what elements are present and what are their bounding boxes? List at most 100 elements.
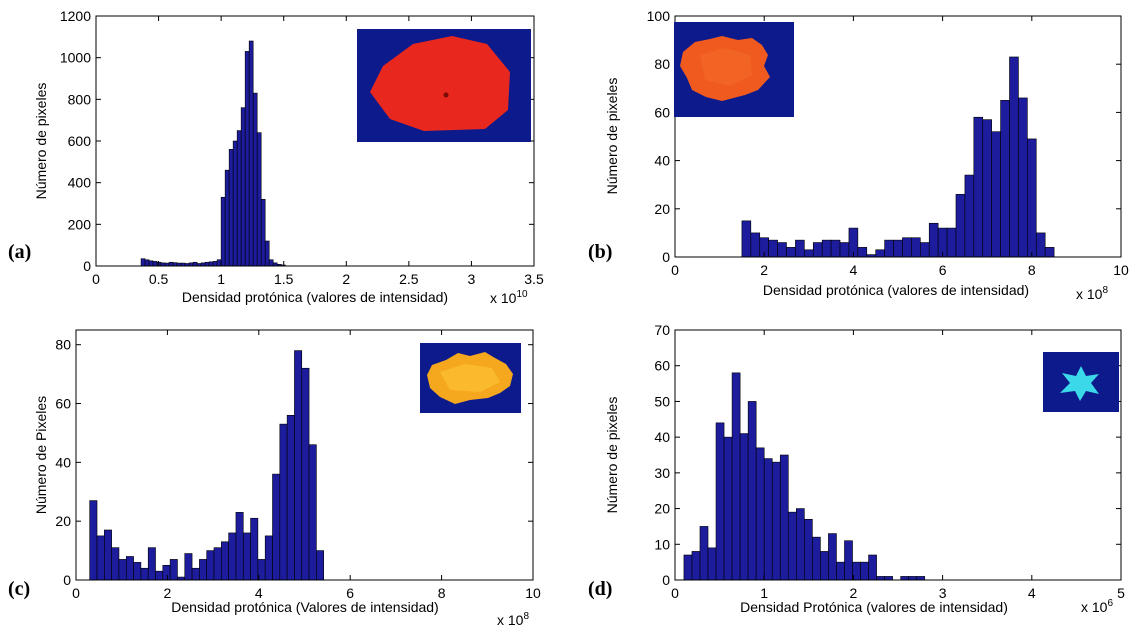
y-tick-label: 70: [654, 322, 670, 338]
bars-a: [140, 40, 286, 267]
x-tick-label: 10: [1113, 262, 1129, 278]
inset-image-b: [674, 22, 794, 117]
histogram-bar: [156, 261, 162, 267]
histogram-bar: [192, 261, 198, 267]
histogram-bar: [140, 258, 146, 267]
histogram-bar: [232, 140, 238, 267]
histogram-bar: [316, 550, 324, 581]
x-axis-label-d: Densidad Protónica (valores de intensida…: [740, 599, 1008, 615]
histogram-bar: [955, 194, 966, 258]
x-tick-label: 2: [850, 585, 858, 601]
bars-c: [89, 350, 324, 581]
plot-frame-b: [674, 15, 1122, 258]
ticks-a: 0 0.5 1 1.5 2 2.5 3 3.5 0 200 400 600 800 1000 1200: [60, 8, 544, 287]
histogram-bar: [741, 220, 752, 258]
histogram-bar: [252, 92, 258, 267]
histogram-bar: [224, 169, 230, 267]
x-tick-label: 2.5: [399, 271, 419, 287]
x-axis-label-b: Densidad protónica (valores de intensida…: [763, 282, 1029, 298]
histogram-bar: [804, 249, 814, 258]
x-tick-label: 3: [468, 271, 476, 287]
histogram-bar: [836, 561, 845, 581]
histogram-bar: [250, 517, 259, 581]
histogram-bar: [279, 423, 288, 581]
y-axis-label-a: Número de pixeles: [33, 83, 49, 200]
inset-image-c: [420, 343, 521, 413]
x-exponent-base-a: x 10: [490, 290, 517, 306]
histogram-bar: [111, 547, 120, 581]
histogram-bar: [763, 458, 773, 581]
histogram-bar: [199, 559, 208, 581]
plot-frame-d: [674, 329, 1122, 581]
histogram-bar: [876, 576, 885, 581]
histogram-bar: [248, 40, 254, 267]
histogram-bar: [768, 239, 778, 258]
histogram-bar: [691, 551, 701, 581]
y-axis-label-d: Número de pixeles: [604, 397, 620, 514]
histogram-bar: [821, 239, 832, 258]
y-tick-label: 60: [55, 396, 71, 412]
histogram-bar: [240, 107, 246, 267]
x-exponent-base-d: x 10: [1081, 599, 1108, 615]
histogram-bar: [1027, 138, 1037, 258]
x-tick-label: 4: [255, 585, 263, 601]
histogram-bar: [104, 529, 112, 581]
histogram-bar: [820, 551, 829, 581]
histogram-bar: [286, 414, 295, 581]
x-exponent-base-c: x 10: [497, 612, 524, 628]
histogram-bar: [755, 447, 765, 581]
histogram-bar: [264, 240, 270, 267]
histogram-bar: [902, 237, 912, 258]
histogram-bar: [206, 550, 215, 581]
x-tick-label: 2: [342, 271, 350, 287]
histogram-bar: [89, 500, 98, 581]
histogram-bar: [294, 350, 303, 581]
y-tick-label: 60: [654, 358, 670, 374]
histogram-bar: [900, 576, 910, 581]
inset-image-d: [1043, 352, 1119, 412]
histogram-bar: [1000, 100, 1010, 258]
histogram-bar: [964, 174, 975, 258]
histogram-bar: [264, 535, 273, 581]
histogram-bar: [893, 239, 903, 258]
y-tick-label: 0: [63, 572, 71, 588]
histogram-bar: [244, 51, 250, 267]
histogram-bar: [731, 372, 741, 581]
histogram-bar: [169, 559, 178, 581]
histogram-bar: [220, 196, 226, 267]
histogram-bar: [715, 422, 725, 581]
histogram-bar: [812, 242, 823, 258]
histogram-bar: [699, 526, 709, 581]
histogram-bar: [919, 242, 930, 258]
y-tick-label: 100: [647, 8, 671, 24]
x-exponent-b: x 108: [1076, 285, 1108, 302]
x-exponent-power-b: 8: [1102, 285, 1108, 296]
histogram-bar: [777, 242, 787, 258]
histogram-bar: [216, 259, 222, 267]
histogram-bar: [152, 261, 158, 267]
y-tick-label: 600: [68, 133, 92, 149]
y-tick-label: 10: [654, 536, 670, 552]
panel-label-b: (b): [588, 241, 612, 263]
x-tick-label: 1: [217, 271, 225, 287]
x-tick-label: 0: [671, 262, 679, 278]
histogram-bar: [739, 433, 749, 581]
histogram-bar: [191, 567, 200, 581]
x-axis-label-a: Densidad protónica (valores de intensida…: [182, 289, 448, 305]
histogram-bar: [786, 247, 796, 258]
histogram-bar: [147, 547, 156, 581]
histogram-bar: [868, 554, 877, 581]
x-exponent-power-a: 10: [516, 289, 528, 300]
x-tick-label: 5: [1117, 585, 1125, 601]
plot-frame-a: [95, 15, 535, 267]
histogram-bar: [144, 259, 150, 267]
histogram-bar: [133, 562, 142, 581]
histogram-bar: [162, 564, 171, 581]
y-tick-label: 800: [68, 91, 92, 107]
x-axis-label-c: Densidad protónica (Valores de intensida…: [171, 599, 438, 615]
histogram-bar: [908, 576, 918, 581]
histogram-bar: [208, 261, 214, 267]
histogram-bar: [168, 261, 174, 267]
